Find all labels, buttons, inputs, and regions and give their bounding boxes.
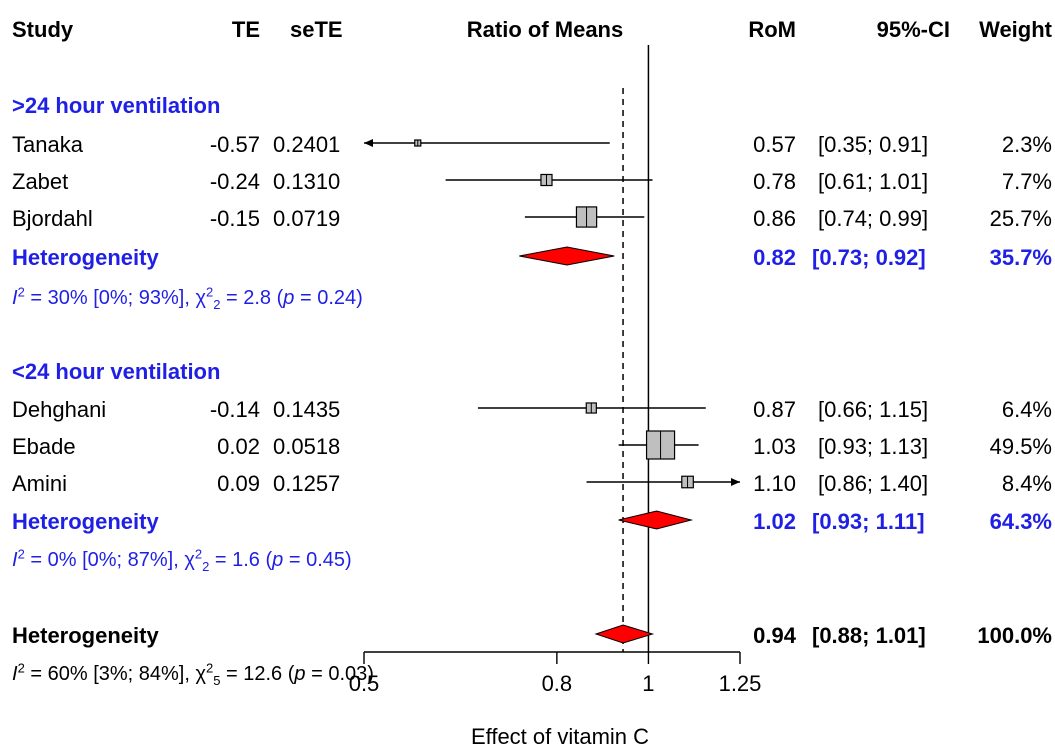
study-weight: 8.4% <box>1001 471 1052 496</box>
overall-summary-weight: 100.0% <box>977 623 1052 648</box>
study-name: Amini <box>12 471 68 496</box>
study-te: -0.24 <box>209 169 260 194</box>
study-te: -0.57 <box>209 132 260 157</box>
study-ci: [0.86; 1.40] <box>818 471 929 496</box>
subgroup-summary-rom: 0.82 <box>753 245 796 270</box>
study-ci: [0.93; 1.13] <box>818 434 929 459</box>
study-te: 0.09 <box>217 471 260 496</box>
subgroup-summary-rom: 1.02 <box>753 509 796 534</box>
overall-summary-label: Heterogeneity <box>12 623 159 648</box>
header-te: TE <box>231 17 260 42</box>
subgroup-summary-weight: 35.7% <box>989 245 1052 270</box>
x-tick-label: 1.25 <box>719 671 762 696</box>
header-plot-title: Ratio of Means <box>466 17 624 42</box>
subgroup-label: <24 hour ventilation <box>12 359 221 384</box>
study-ci: [0.61; 1.01] <box>818 169 929 194</box>
study-weight: 2.3% <box>1001 132 1052 157</box>
header-ci: 95%-CI <box>876 17 950 42</box>
study-rom: 0.78 <box>753 169 796 194</box>
clipped-left-arrow <box>364 139 373 147</box>
subgroup-summary-weight: 64.3% <box>989 509 1052 534</box>
study-sete: 0.1310 <box>273 169 341 194</box>
x-tick-label: 0.5 <box>349 671 380 696</box>
study-name: Dehghani <box>12 397 107 422</box>
header-weight: Weight <box>979 17 1052 42</box>
study-name: Ebade <box>12 434 76 459</box>
overall-summary-rom: 0.94 <box>753 623 796 648</box>
study-name: Zabet <box>12 169 69 194</box>
study-name: Bjordahl <box>12 206 93 231</box>
subgroup-summary-ci: [0.73; 0.92] <box>812 245 926 270</box>
study-rom: 1.03 <box>753 434 796 459</box>
subgroup-label: >24 hour ventilation <box>12 93 221 118</box>
study-sete: 0.0719 <box>273 206 341 231</box>
study-weight: 49.5% <box>989 434 1052 459</box>
study-name: Tanaka <box>12 132 83 157</box>
overall-summary-diamond <box>594 624 655 644</box>
heterogeneity-statistic: I2 = 0% [0%; 87%], χ22 = 1.6 (p = 0.45) <box>12 546 352 574</box>
study-te: -0.14 <box>209 397 260 422</box>
study-te: 0.02 <box>217 434 260 459</box>
study-rom: 1.10 <box>753 471 796 496</box>
subgroup-summary-label: Heterogeneity <box>12 245 159 270</box>
study-sete: 0.2401 <box>273 132 341 157</box>
x-tick-label: 1 <box>642 671 654 696</box>
header-sete: seTE <box>290 17 343 42</box>
study-sete: 0.1435 <box>273 397 341 422</box>
x-tick-label: 0.8 <box>542 671 573 696</box>
study-ci: [0.35; 0.91] <box>818 132 929 157</box>
study-te: -0.15 <box>209 206 260 231</box>
study-sete: 0.0518 <box>273 434 341 459</box>
study-rom: 0.87 <box>753 397 796 422</box>
study-weight: 6.4% <box>1001 397 1052 422</box>
heterogeneity-statistic: I2 = 30% [0%; 93%], χ22 = 2.8 (p = 0.24) <box>12 284 363 312</box>
study-rom: 0.86 <box>753 206 796 231</box>
study-weight: 7.7% <box>1001 169 1052 194</box>
subgroup-summary-ci: [0.93; 1.11] <box>812 509 925 534</box>
header-study: Study <box>12 17 74 42</box>
subgroup-summary-diamond <box>519 246 615 266</box>
overall-heterogeneity-statistic: I2 = 60% [3%; 84%], χ25 = 12.6 (p = 0.03… <box>12 660 374 688</box>
subgroup-summary-label: Heterogeneity <box>12 509 159 534</box>
overall-summary-ci: [0.88; 1.01] <box>812 623 926 648</box>
study-ci: [0.66; 1.15] <box>818 397 929 422</box>
x-axis-label: Effect of vitamin C <box>471 724 649 749</box>
header-rom: RoM <box>748 17 796 42</box>
subgroup-summary-diamond <box>618 510 694 530</box>
study-rom: 0.57 <box>753 132 796 157</box>
clipped-right-arrow <box>731 478 740 486</box>
study-ci: [0.74; 0.99] <box>818 206 929 231</box>
study-sete: 0.1257 <box>273 471 341 496</box>
study-weight: 25.7% <box>989 206 1052 231</box>
